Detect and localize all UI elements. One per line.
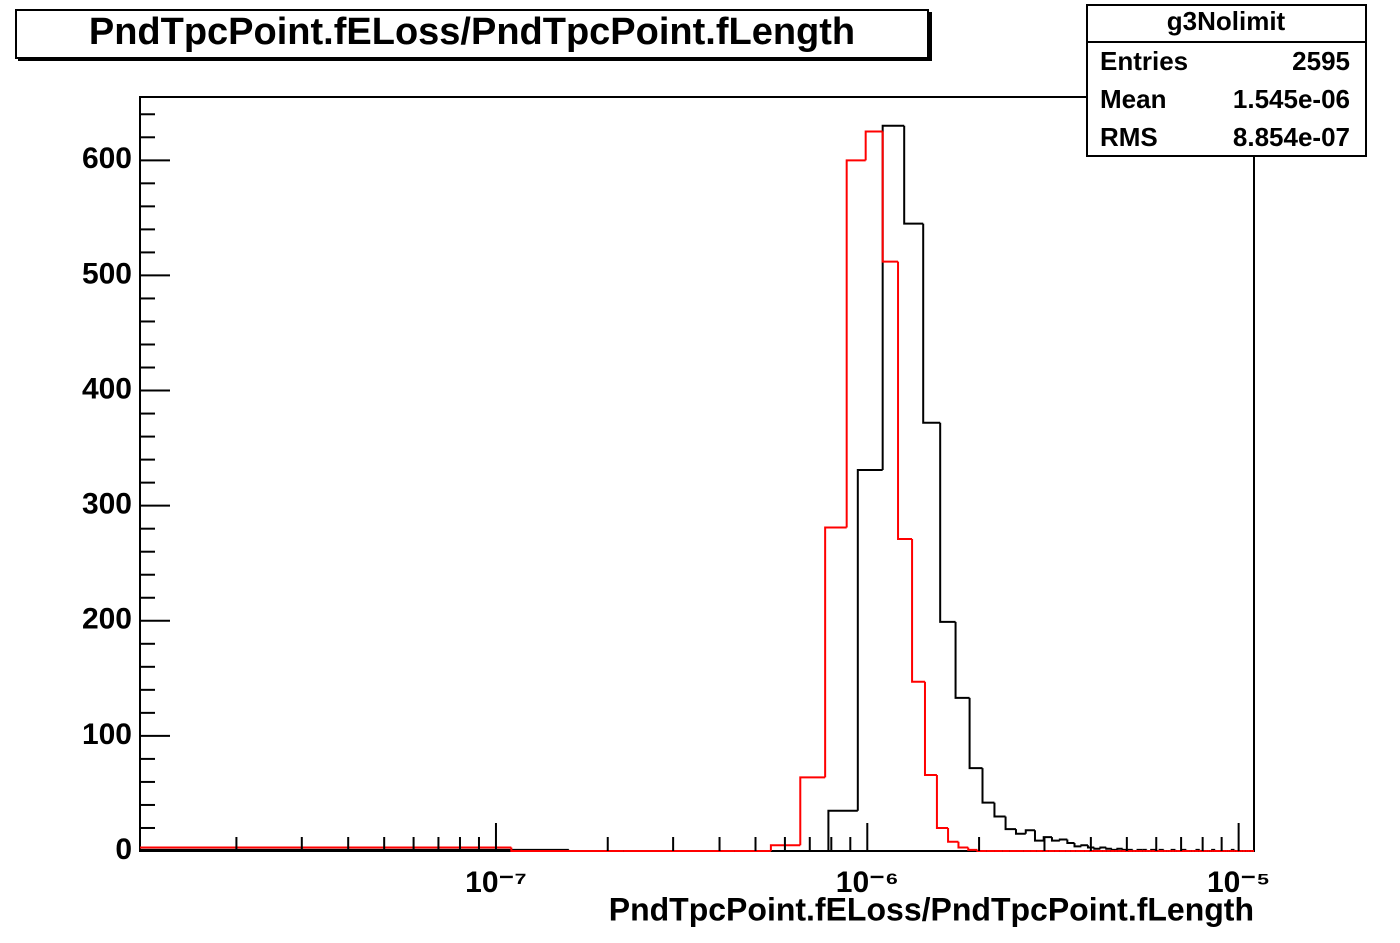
histogram-bin [1050, 837, 1060, 842]
histogram-bin [1058, 838, 1068, 841]
histogram-bin [922, 223, 941, 424]
y-tick-label: 0 [115, 833, 132, 866]
histogram-bin [954, 621, 970, 699]
histogram-bin [957, 841, 969, 849]
histogram-bin [1024, 829, 1035, 834]
histogram-bin [769, 844, 801, 851]
histogram-bin [799, 776, 826, 846]
y-tick-label: 200 [82, 603, 132, 636]
histogram-bin [967, 847, 978, 851]
stats-label: Mean [1100, 84, 1166, 114]
stats-label: RMS [1100, 122, 1158, 152]
histogram-bin [824, 526, 847, 778]
histogram-bin [1086, 845, 1095, 849]
histogram-bin [993, 802, 1006, 818]
histogram-bin [864, 130, 883, 161]
stats-value: 8.854e-07 [1233, 122, 1350, 152]
histogram-bin [1116, 847, 1123, 850]
x-tick-label: 10⁻⁶ [836, 866, 899, 899]
y-tick-label: 100 [82, 718, 132, 751]
stats-title: g3Nolimit [1167, 6, 1286, 36]
histogram-bin [1105, 847, 1112, 850]
histogram-bin [140, 848, 569, 851]
histogram-bin [1093, 847, 1101, 850]
x-tick-label: 10⁻⁵ [1207, 866, 1270, 899]
histogram-bin [881, 124, 905, 470]
histogram-bin [903, 125, 924, 225]
histogram-bin [981, 768, 995, 804]
x-tick-label: 10⁻⁷ [465, 866, 527, 899]
x-axis-label: PndTpcPoint.fELoss/PndTpcPoint.fLength [609, 891, 1254, 927]
histogram-bin [827, 809, 858, 851]
histogram-bin [897, 261, 913, 541]
histogram-bin [510, 847, 624, 852]
y-tick-label: 300 [82, 488, 132, 521]
histogram-bin [968, 697, 983, 770]
y-tick-label: 500 [82, 257, 132, 290]
histogram-bin [947, 827, 959, 843]
histogram-bin [881, 131, 899, 263]
histogram-bin [856, 468, 883, 811]
histogram-bin [939, 422, 956, 623]
histogram-bin [1033, 830, 1044, 842]
histogram-bin [911, 539, 925, 683]
histogram-bin [1099, 846, 1107, 849]
y-tick-label: 600 [82, 142, 132, 175]
stats-value: 1.545e-06 [1233, 84, 1350, 114]
histogram-bin [1080, 844, 1088, 847]
title-box [15, 9, 929, 59]
histogram-bin [1073, 842, 1082, 848]
histogram-bin [845, 159, 866, 528]
histogram-bin [935, 775, 949, 829]
chart-title: PndTpcPoint.fELoss/PndTpcPoint.fLength [89, 11, 855, 53]
histogram-bin [923, 681, 937, 777]
histogram-bin [1110, 848, 1118, 851]
histogram-bin [140, 846, 512, 849]
stats-label: Entries [1100, 46, 1188, 76]
histogram-bin [1014, 829, 1026, 835]
y-tick-label: 400 [82, 372, 132, 405]
histogram-bin [1066, 839, 1075, 844]
title-shadow [928, 12, 932, 60]
title-shadow [18, 58, 932, 61]
histogram-bin [976, 849, 987, 852]
stats-box [1086, 4, 1367, 157]
histogram-bin [1004, 816, 1016, 831]
stats-value: 2595 [1292, 46, 1350, 76]
